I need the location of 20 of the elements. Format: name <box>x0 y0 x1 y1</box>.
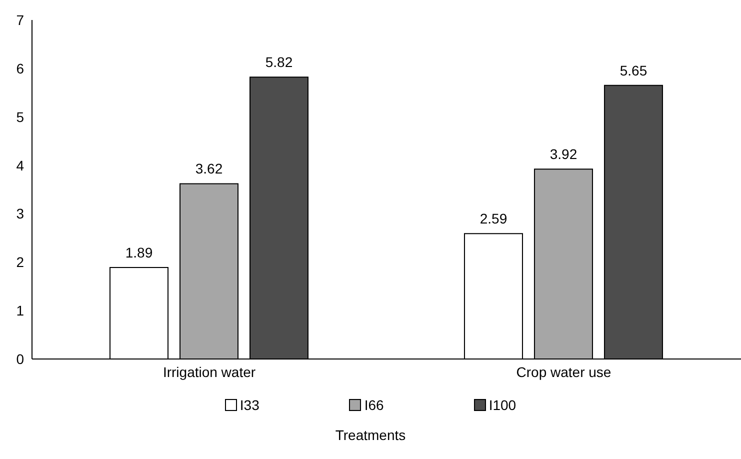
legend-label: I100 <box>488 397 516 413</box>
data-label: 1.89 <box>125 244 153 260</box>
y-tick-label: 5 <box>16 108 24 125</box>
y-tick-label: 1 <box>16 302 24 319</box>
y-tick-label: 2 <box>16 254 24 270</box>
data-label: 2.59 <box>480 210 508 227</box>
y-tick-label: 7 <box>16 12 24 28</box>
y-tick-label: 0 <box>16 350 24 367</box>
legend-label: I66 <box>364 397 384 413</box>
data-label: 3.92 <box>550 146 578 162</box>
legend-label: I33 <box>240 397 260 413</box>
y-tick-label: 6 <box>16 60 24 76</box>
x-tick-label: Irrigation water <box>162 364 256 380</box>
data-label: 5.82 <box>265 54 293 70</box>
y-tick-label: 3 <box>16 206 24 222</box>
y-tick-label: 4 <box>16 157 24 174</box>
data-label: 5.65 <box>620 62 648 78</box>
x-tick-label: Crop water use <box>516 364 612 380</box>
x-axis-title: Treatments <box>334 427 407 443</box>
data-label: 3.62 <box>195 160 223 177</box>
